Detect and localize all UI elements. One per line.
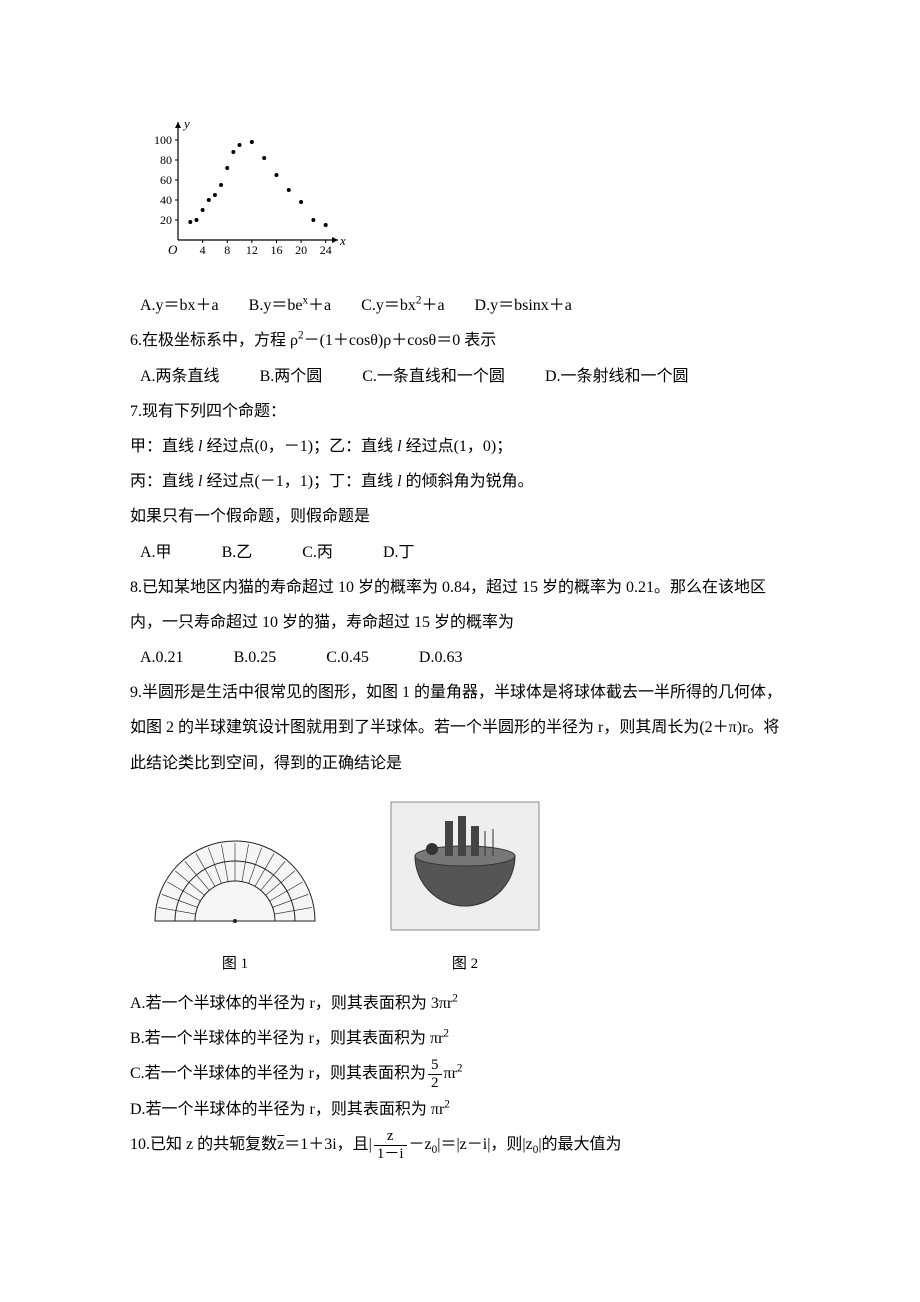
q6-opt-a: A.两条直线 xyxy=(140,359,220,394)
q9-images: 图 1 图 2 xyxy=(140,801,790,981)
q5-opt-c: C.y＝bx2＋a xyxy=(361,288,444,323)
q8-opt-a: A.0.21 xyxy=(140,640,184,675)
q8-opt-b: B.0.25 xyxy=(234,640,277,675)
q5-opt-d: D.y＝bsinx＋a xyxy=(475,288,572,323)
q8-options: A.0.21 B.0.25 C.0.45 D.0.63 xyxy=(140,640,790,675)
q7-stem: 7.现有下列四个命题： xyxy=(130,394,790,429)
q6-opt-d: D.一条射线和一个圆 xyxy=(545,359,689,394)
q9-opt-c: C.若一个半球体的半径为 r，则其表面积为52πr2 xyxy=(130,1056,790,1091)
q10-stem: 10.已知 z 的共轭复数z＝1＋3i，且|z1－i－z0|＝|z－i|，则|z… xyxy=(130,1127,790,1163)
q8-stem: 8.已知某地区内猫的寿命超过 10 岁的概率为 0.84，超过 15 岁的概率为… xyxy=(130,570,790,640)
svg-text:16: 16 xyxy=(270,243,282,257)
q5-opt-a: A.y＝bx＋a xyxy=(140,288,219,323)
q8-opt-c: C.0.45 xyxy=(326,640,369,675)
svg-text:4: 4 xyxy=(200,243,206,257)
q9-cap1: 图 1 xyxy=(140,948,330,981)
q6-stem: 6.在极坐标系中，方程 ρ2－(1＋cosθ)ρ＋cosθ＝0 表示 xyxy=(130,323,790,358)
scatter-chart: 100 80 60 40 20 4 8 12 16 20 24 Oy x xyxy=(140,110,790,278)
q7-opt-a: A.甲 xyxy=(140,535,172,570)
svg-text:O: O xyxy=(168,242,178,257)
q5-options: A.y＝bx＋a B.y＝bex＋a C.y＝bx2＋a D.y＝bsinx＋a xyxy=(140,288,790,323)
svg-text:8: 8 xyxy=(224,243,230,257)
q5-opt-b: B.y＝bex＋a xyxy=(249,288,331,323)
q9-img2-col: 图 2 xyxy=(390,801,540,981)
q7-bing: 丙：直线 l 经过点(－1，1)；丁：直线 l 的倾斜角为锐角。 xyxy=(130,464,790,499)
q8-opt-d: D.0.63 xyxy=(419,640,463,675)
q6-opt-c: C.一条直线和一个圆 xyxy=(362,359,505,394)
q9-img1-col: 图 1 xyxy=(140,821,330,981)
svg-text:24: 24 xyxy=(320,243,332,257)
hemisphere-icon xyxy=(390,801,540,931)
q9-cap2: 图 2 xyxy=(390,948,540,981)
q7-opt-b: B.乙 xyxy=(222,535,253,570)
q7-jia: 甲：直线 l 经过点(0，－1)；乙：直线 l 经过点(1，0)； xyxy=(130,429,790,464)
svg-text:40: 40 xyxy=(160,193,172,207)
svg-text:20: 20 xyxy=(295,243,307,257)
q6-opt-b: B.两个圆 xyxy=(260,359,323,394)
q9-opt-a: A.若一个半球体的半径为 r，则其表面积为 3πr2 xyxy=(130,986,790,1021)
q7-opt-c: C.丙 xyxy=(302,535,333,570)
q9-opt-b: B.若一个半球体的半径为 r，则其表面积为 πr2 xyxy=(130,1021,790,1056)
q6-options: A.两条直线 B.两个圆 C.一条直线和一个圆 D.一条射线和一个圆 xyxy=(140,359,790,394)
q7-options: A.甲 B.乙 C.丙 D.丁 xyxy=(140,535,790,570)
q9-opt-d: D.若一个半球体的半径为 r，则其表面积为 πr2 xyxy=(130,1092,790,1127)
svg-text:12: 12 xyxy=(246,243,258,257)
scatter-svg: 100 80 60 40 20 4 8 12 16 20 24 Oy x xyxy=(140,110,350,265)
svg-text:x: x xyxy=(339,233,346,248)
svg-text:80: 80 xyxy=(160,153,172,167)
protractor-icon xyxy=(140,821,330,931)
svg-text:y: y xyxy=(182,116,190,131)
svg-text:20: 20 xyxy=(160,213,172,227)
q7-cond: 如果只有一个假命题，则假命题是 xyxy=(130,499,790,534)
q7-opt-d: D.丁 xyxy=(383,535,415,570)
q9-stem: 9.半圆形是生活中很常见的图形，如图 1 的量角器，半球体是将球体截去一半所得的… xyxy=(130,675,790,781)
svg-text:60: 60 xyxy=(160,173,172,187)
svg-text:100: 100 xyxy=(154,133,172,147)
